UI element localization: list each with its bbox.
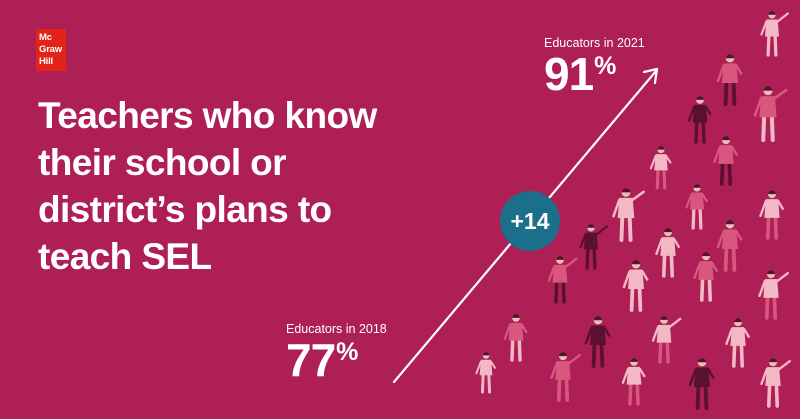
headline-line-3: district’s plans to	[38, 189, 332, 230]
stat-2021: Educators in 2021 91%	[544, 36, 645, 97]
person-figure	[622, 260, 649, 312]
stat-2021-number: 91	[544, 48, 594, 100]
person-figure	[550, 351, 581, 402]
person-figure	[579, 224, 608, 270]
person-figure	[713, 136, 738, 186]
person-figure	[655, 228, 680, 278]
person-figure	[725, 318, 750, 368]
person-figure	[687, 96, 712, 144]
person-figure	[612, 188, 645, 242]
change-badge: +14	[500, 191, 560, 251]
person-figure	[685, 184, 708, 230]
person-figure	[716, 54, 743, 106]
logo-line-1: Mc	[39, 32, 52, 43]
person-figure	[759, 189, 784, 240]
person-figure	[621, 358, 646, 406]
logo-line-2: Graw	[39, 44, 62, 55]
person-figure	[758, 269, 789, 320]
headline-line-4: teach SEL	[38, 236, 212, 277]
stat-2021-unit: %	[594, 52, 616, 80]
person-figure	[753, 85, 788, 143]
person-figure	[760, 358, 791, 408]
headline-line-1: Teachers who know	[38, 95, 377, 136]
person-figure	[475, 352, 496, 394]
person-figure	[760, 11, 789, 57]
stat-2018-label: Educators in 2018	[286, 322, 387, 336]
mcgraw-hill-logo: Mc Graw Hill	[36, 29, 66, 71]
person-figure	[688, 358, 715, 410]
person-figure	[693, 251, 718, 302]
logo-line-3: Hill	[39, 56, 53, 67]
stat-2018: Educators in 2018 77%	[286, 322, 387, 383]
person-figure	[716, 220, 743, 272]
person-figure	[584, 316, 611, 368]
headline: Teachers who know their school or distri…	[38, 92, 377, 280]
stat-2021-label: Educators in 2021	[544, 36, 645, 50]
person-figure	[649, 146, 672, 190]
person-figure	[547, 256, 578, 304]
person-figure	[503, 314, 528, 362]
person-figure	[651, 316, 682, 364]
stat-2021-value: 91%	[544, 51, 645, 97]
stat-2018-unit: %	[336, 338, 358, 366]
headline-line-2: their school or	[38, 142, 287, 183]
stat-2018-value: 77%	[286, 337, 387, 383]
stat-2018-number: 77	[286, 334, 336, 386]
